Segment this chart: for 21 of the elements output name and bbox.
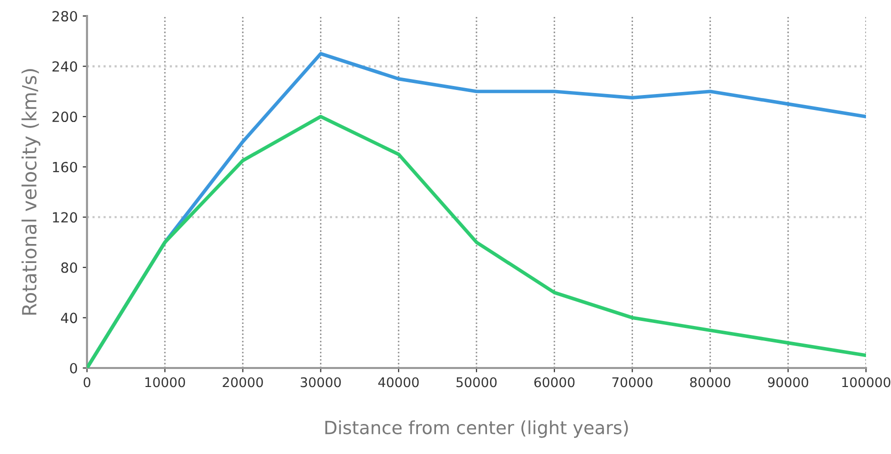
x-tick-label: 20000: [222, 377, 263, 388]
x-tick-label: 50000: [456, 377, 497, 388]
x-tick-label: 60000: [534, 377, 575, 388]
y-tick-label: 80: [61, 262, 78, 273]
x-tick-label: 70000: [612, 377, 652, 388]
x-tick-label: 0: [84, 377, 90, 388]
y-tick-label: 120: [52, 212, 78, 223]
y-tick-label: 40: [60, 312, 78, 324]
y-tick-label: 240: [52, 61, 78, 72]
y-tick-label: 280: [52, 10, 78, 22]
x-tick-label: 30000: [300, 377, 341, 388]
x-tick-label: 40000: [378, 377, 419, 388]
y-axis-title: Rotational velocity (km/s): [22, 69, 40, 315]
y-tick-label: 0: [70, 362, 78, 374]
x-tick-label: 90000: [768, 377, 808, 388]
x-tick-label: 100000: [842, 377, 890, 388]
x-axis-title: Distance from center (light years): [325, 420, 628, 438]
x-tick-label: 10000: [145, 377, 186, 388]
x-tick-label: 80000: [690, 377, 730, 388]
y-tick-label: 160: [52, 162, 78, 172]
y-tick-label: 200: [52, 112, 78, 122]
